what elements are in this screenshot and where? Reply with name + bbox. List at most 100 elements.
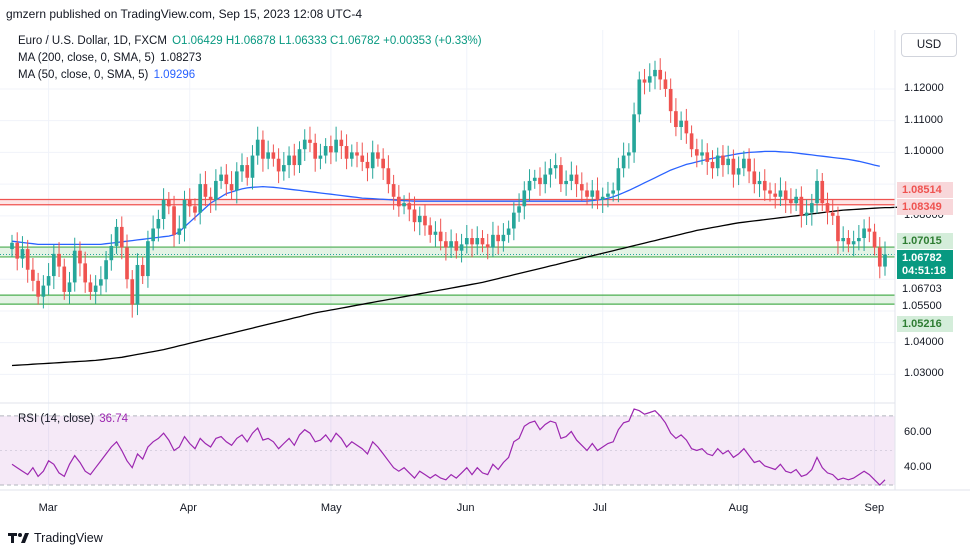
ma200-label: MA (200, close, 0, SMA, 5) [18, 52, 155, 64]
candle-body [135, 264, 140, 305]
candle-body [276, 158, 281, 172]
currency-selector[interactable]: USD [901, 33, 957, 57]
candle [480, 230, 485, 253]
candle [621, 142, 626, 178]
candle [62, 258, 67, 300]
candle-body [46, 276, 51, 286]
candle [407, 192, 412, 222]
candle-body [830, 212, 835, 216]
candle [255, 126, 260, 165]
candle [841, 226, 846, 252]
candle-body [762, 180, 767, 191]
candle-body [804, 212, 809, 216]
candle-body [428, 225, 433, 235]
candle-body [245, 165, 250, 178]
candle-body [119, 226, 124, 248]
candle [25, 239, 30, 283]
candle [198, 173, 203, 225]
candle-body [679, 120, 683, 128]
candle [417, 206, 422, 236]
candle-body [386, 168, 391, 185]
candle-body [653, 69, 657, 77]
candle [747, 148, 751, 184]
month-label: Apr [179, 502, 197, 514]
tradingview-brand: TradingView [34, 531, 103, 545]
candle [768, 182, 772, 202]
candle [506, 220, 511, 243]
rsi-line [11, 408, 886, 486]
candle [15, 232, 20, 271]
candle-body [449, 241, 453, 248]
candle-body [663, 79, 668, 89]
candle [773, 183, 778, 209]
ohlc-values: O1.06429 H1.06878 L1.06333 C1.06782 +0.0… [172, 35, 482, 47]
candle [574, 165, 579, 198]
candle-body [423, 215, 427, 226]
candle-body [20, 249, 25, 259]
candle-body [99, 279, 103, 286]
candle [559, 157, 563, 193]
candle-body [412, 209, 417, 223]
candle [726, 145, 731, 175]
candle [135, 253, 140, 316]
candle [234, 162, 239, 204]
candle-body [433, 231, 438, 235]
candle-body [339, 139, 344, 147]
price-tag: 1.05216 [897, 316, 953, 332]
candle-body [376, 152, 380, 159]
candle [553, 153, 558, 179]
candle-body [177, 228, 182, 235]
candle [344, 134, 349, 170]
candle [161, 188, 166, 230]
candle [156, 209, 161, 242]
candle [564, 170, 568, 196]
candle [642, 68, 647, 95]
candle-body [240, 165, 244, 172]
candle [809, 193, 814, 226]
candle [789, 188, 793, 214]
candle-body [538, 177, 542, 185]
candle [402, 195, 406, 215]
candle-body [444, 241, 448, 248]
candle-body [527, 180, 532, 191]
candle-body [397, 196, 401, 207]
candle [376, 144, 380, 167]
candle-body [250, 155, 255, 178]
candle-body [282, 165, 286, 172]
candle-body [308, 139, 312, 143]
candle-body [501, 234, 506, 242]
candle-body [355, 152, 359, 156]
candle-body [600, 196, 605, 200]
candle-body [883, 254, 887, 267]
candle [464, 225, 469, 254]
candle [187, 188, 192, 217]
rsi-tick-label: 40.00 [904, 460, 932, 473]
candle-body [438, 231, 443, 242]
candle-body [773, 193, 778, 197]
candle [240, 153, 244, 182]
candle [88, 274, 93, 300]
ma200-value: 1.08273 [159, 52, 202, 64]
candle [151, 215, 155, 251]
zone-fill [0, 199, 895, 205]
ma200-path [11, 206, 906, 367]
candle-body [700, 152, 704, 156]
candle [679, 111, 683, 141]
candle-body [820, 180, 825, 204]
candle [532, 169, 537, 189]
candle [250, 145, 255, 190]
candle [778, 177, 783, 206]
candle-body [125, 247, 129, 280]
candle [308, 126, 312, 153]
candle-body [365, 161, 370, 169]
candle [428, 217, 433, 243]
candle [877, 237, 882, 279]
candle-body [480, 238, 485, 245]
candle-body [360, 155, 365, 162]
candle-body [36, 280, 40, 297]
candle [365, 152, 370, 182]
candle [595, 177, 600, 210]
candle [172, 195, 176, 247]
candle-body [187, 199, 192, 207]
